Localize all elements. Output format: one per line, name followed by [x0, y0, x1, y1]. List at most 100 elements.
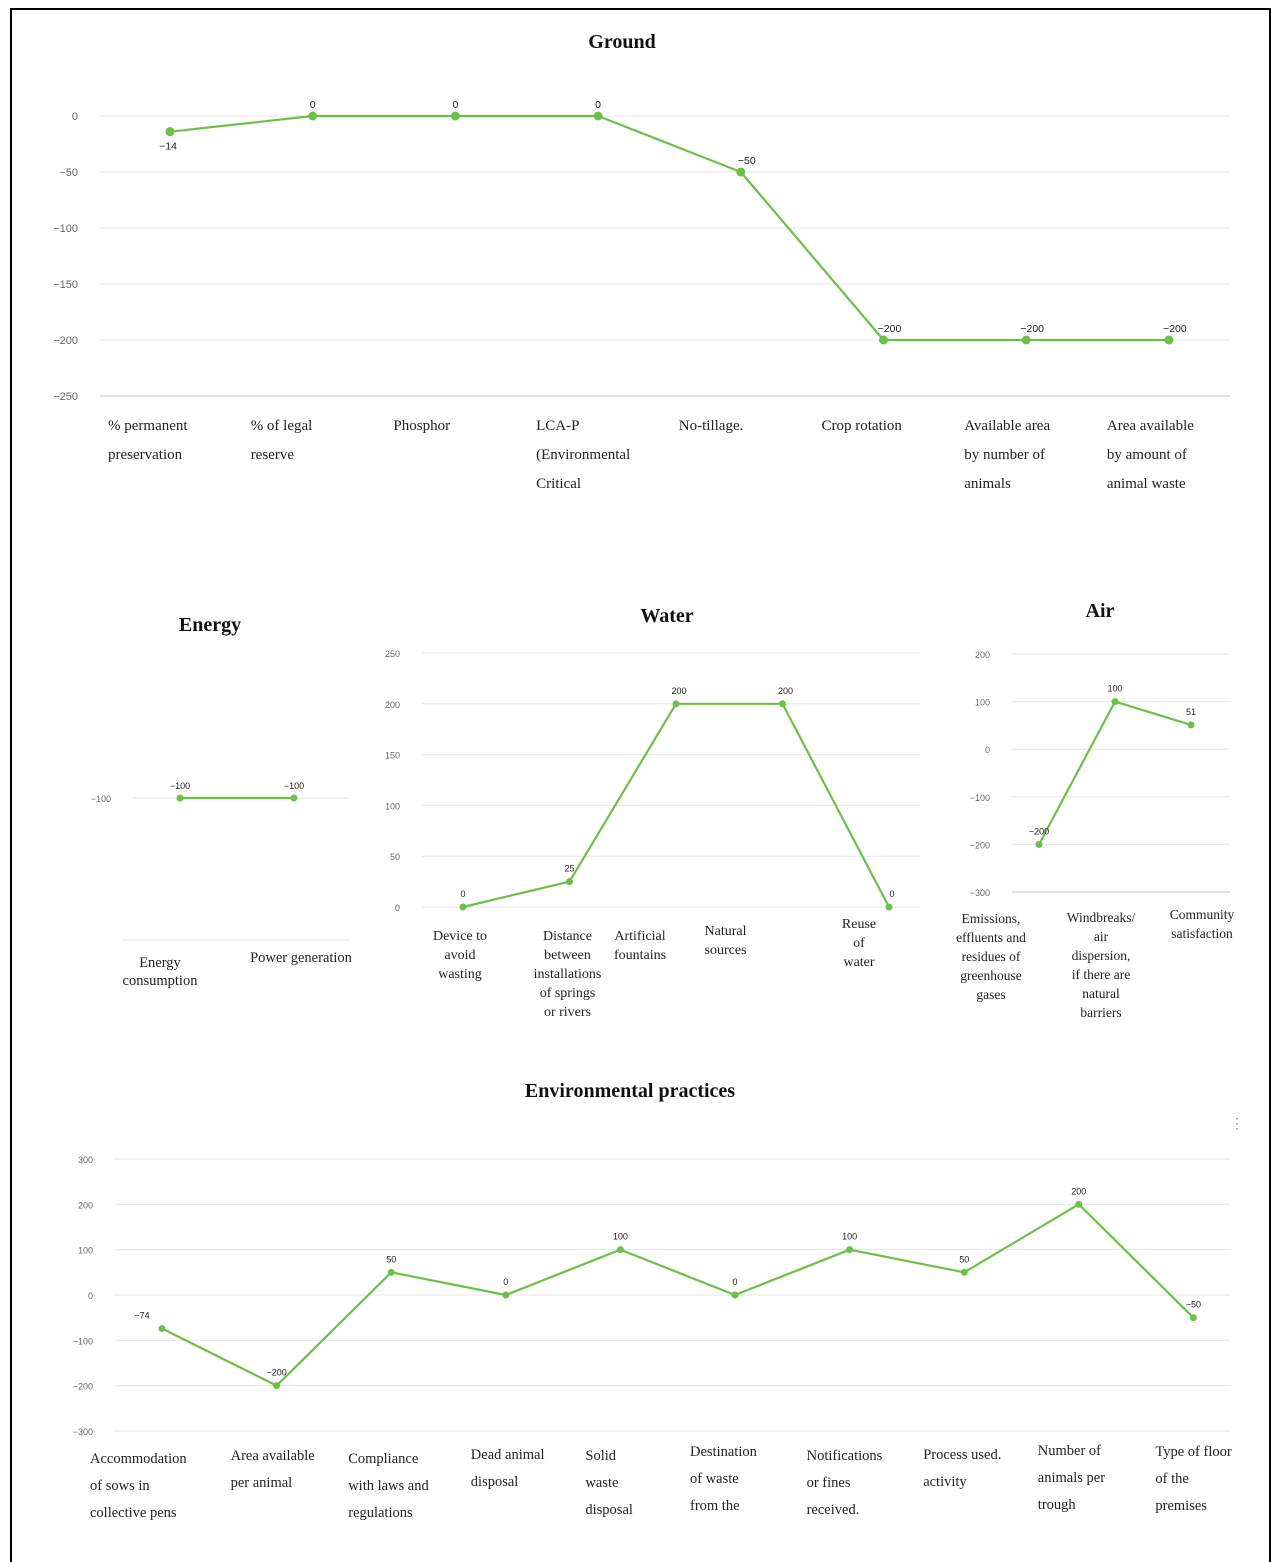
data-label: −74: [134, 1311, 149, 1321]
category-label: LCA-P (Environmental Critical: [536, 418, 630, 492]
category-label: Solid waste disposal: [585, 1448, 633, 1518]
data-label: 0: [460, 889, 465, 899]
data-point[interactable]: [1189, 1314, 1197, 1322]
data-point[interactable]: [273, 1382, 281, 1390]
series-line: [1038, 700, 1192, 845]
data-point[interactable]: [387, 1268, 395, 1276]
data-label: 0: [503, 1277, 508, 1287]
data-label: −100: [170, 781, 190, 791]
category-label: % of legal reserve: [251, 418, 313, 463]
data-point[interactable]: [1111, 698, 1119, 706]
data-point[interactable]: [736, 167, 746, 177]
category-label: Community satisfaction: [1170, 907, 1235, 941]
y-tick-label: −100: [91, 794, 111, 804]
data-label: −14: [159, 141, 177, 153]
data-label: 0: [889, 889, 894, 899]
category-label: No-tillage.: [679, 418, 744, 434]
more-vertical-icon[interactable]: ⋮: [1230, 1115, 1244, 1131]
data-point[interactable]: [672, 700, 680, 708]
data-point[interactable]: [885, 903, 893, 911]
data-point[interactable]: [731, 1291, 739, 1299]
category-label: Artificial fountains: [614, 929, 666, 963]
data-point[interactable]: [1035, 840, 1043, 848]
data-point[interactable]: [779, 700, 786, 708]
y-tick-label: 200: [385, 700, 400, 710]
y-tick-label: −300: [73, 1427, 93, 1437]
y-tick-label: −250: [53, 391, 78, 403]
data-point[interactable]: [158, 1325, 166, 1333]
y-tick-label: 300: [78, 1155, 93, 1165]
y-tick-label: 150: [385, 751, 400, 761]
y-tick-label: −100: [53, 223, 78, 235]
data-label: 25: [564, 864, 574, 874]
category-label: Distance between installations of springs or…: [534, 929, 602, 1020]
data-label: 100: [613, 1232, 628, 1242]
data-label: 0: [732, 1277, 737, 1287]
category-label: Reuse of water: [842, 917, 876, 970]
y-tick-label: 100: [385, 801, 400, 811]
y-tick-label: 250: [385, 649, 400, 659]
y-tick-label: 0: [72, 111, 78, 123]
data-point[interactable]: [290, 794, 298, 802]
category-label: Power generation: [250, 950, 353, 966]
data-point[interactable]: [566, 878, 573, 886]
chart-title: Water: [640, 605, 693, 627]
data-point[interactable]: [1021, 335, 1031, 345]
data-label: 200: [778, 686, 793, 696]
category-label: Accommodation of sows in collective pens: [90, 1451, 187, 1521]
data-label: −50: [738, 155, 756, 167]
data-label: −200: [1029, 826, 1049, 836]
series-line: [161, 1203, 1195, 1387]
data-point[interactable]: [165, 127, 175, 137]
chart-ground: Ground 0 −50 −100 −150 −200 −250 −14 0 0 0 −50 −200 −…: [30, 20, 1250, 510]
data-label: 200: [671, 686, 686, 696]
category-label: Available area by number of animals: [964, 418, 1050, 492]
category-label: % permanent preservation: [108, 418, 188, 463]
data-point[interactable]: [502, 1291, 510, 1299]
category-label: Energy consumption: [123, 955, 199, 989]
category-label: Area available by amount of animal waste: [1107, 418, 1194, 492]
category-label: Phosphor: [393, 418, 450, 434]
data-point[interactable]: [450, 111, 460, 121]
ground-svg: Ground 0 −50 −100 −150 −200 −250 −14 0 0 0 −50 −200 −…: [53, 31, 1230, 492]
data-label: 50: [959, 1254, 969, 1264]
y-tick-label: −50: [59, 167, 78, 179]
y-tick-label: −100: [970, 793, 990, 803]
chart-title: Energy: [179, 614, 241, 636]
figure-frame: [10, 8, 1271, 1562]
y-tick-label: 50: [390, 852, 400, 862]
data-point[interactable]: [879, 335, 888, 345]
data-point[interactable]: [1187, 721, 1195, 729]
data-label: 50: [386, 1254, 396, 1264]
y-tick-label: −200: [73, 1382, 93, 1392]
chart-environmental-practices: Environmental practices 300 200 100 0 −100 −20…: [30, 1070, 1250, 1550]
data-point[interactable]: [176, 794, 184, 802]
data-point[interactable]: [1164, 335, 1174, 345]
category-label: Notifications or fines received.: [807, 1448, 883, 1518]
chart-energy: Energy −100 −100 −100 Energy consumption Power…: [30, 600, 370, 1000]
data-point[interactable]: [846, 1246, 854, 1254]
y-tick-label: −150: [53, 279, 78, 291]
data-label: 0: [595, 99, 601, 111]
category-label: Emissions, effluents and residues of greenh…: [956, 911, 1026, 1002]
data-point[interactable]: [616, 1246, 624, 1254]
data-label: −200: [1163, 323, 1187, 335]
y-tick-label: 0: [985, 745, 990, 755]
category-label: Type of floor of the premises: [1155, 1444, 1231, 1514]
data-label: −200: [878, 323, 902, 335]
y-tick-label: 200: [975, 650, 990, 660]
data-label: −50: [1186, 1300, 1201, 1310]
data-label: −100: [284, 781, 304, 791]
data-point[interactable]: [459, 903, 467, 911]
data-point[interactable]: [308, 111, 318, 121]
data-point[interactable]: [1075, 1200, 1083, 1208]
category-label: Dead animal disposal: [471, 1447, 545, 1490]
chart-title: Air: [1086, 600, 1115, 622]
category-label: Process used. activity: [923, 1447, 1001, 1490]
category-label: Device to avoid wasting: [433, 929, 487, 982]
water-svg: Water 250 200 150 100 50 0 0 25 200 200 0 Device to a…: [385, 605, 920, 1020]
data-point[interactable]: [960, 1268, 968, 1276]
chart-title: Environmental practices: [525, 1080, 735, 1102]
data-point[interactable]: [593, 111, 603, 121]
category-label: Number of animals per trough: [1038, 1443, 1105, 1513]
